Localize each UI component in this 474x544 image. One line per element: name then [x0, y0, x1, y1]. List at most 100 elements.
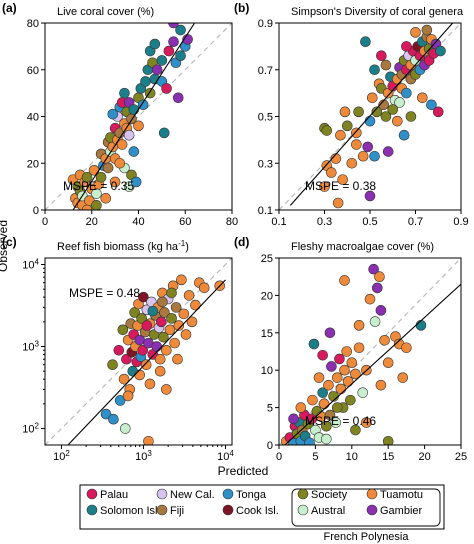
data-point — [109, 176, 121, 188]
x-tick-label: 60 — [179, 216, 191, 228]
panel-title: Reef fish biomass (kg ha-1) — [57, 239, 189, 254]
data-point — [380, 59, 392, 71]
plot-frame — [278, 257, 462, 446]
data-point — [156, 316, 167, 328]
data-point — [426, 99, 437, 111]
data-point — [335, 383, 347, 395]
data-point — [107, 359, 118, 371]
legend-swatch — [156, 488, 168, 500]
legend-label: Fiji — [170, 505, 184, 517]
legend-label: Cook Isl. — [236, 505, 279, 517]
data-point — [116, 139, 128, 150]
data-point — [380, 111, 392, 122]
data-point — [161, 83, 172, 94]
x-tick-label: 25 — [455, 451, 467, 463]
data-point — [119, 87, 130, 99]
figure-ylabel: Observed — [0, 220, 10, 272]
fit-line — [289, 23, 454, 206]
data-point — [369, 316, 381, 327]
data-point — [107, 108, 119, 120]
data-point — [133, 120, 144, 132]
data-point — [140, 76, 151, 87]
data-point — [382, 357, 394, 369]
panel-letter: (a) — [2, 1, 17, 15]
data-point — [180, 329, 192, 340]
panel-letter: (b) — [234, 1, 249, 15]
data-point — [323, 379, 334, 391]
data-point — [332, 197, 344, 209]
data-point — [375, 305, 387, 316]
x-tick-label: 20 — [86, 216, 98, 228]
data-point — [324, 327, 336, 339]
y-tick-label: 0.9 — [258, 18, 273, 30]
x-tick-label: 102 — [53, 449, 70, 464]
plot-frame — [44, 257, 233, 446]
data-point — [108, 413, 119, 425]
data-point — [136, 313, 147, 324]
data-point — [178, 308, 190, 320]
data-point — [339, 364, 350, 376]
data-point — [140, 359, 152, 371]
y-tick-label: 0 — [267, 440, 273, 452]
data-point — [346, 357, 358, 369]
data-point — [81, 171, 93, 183]
data-point — [360, 36, 371, 48]
y-tick-label: 20 — [27, 158, 39, 170]
legend-label: Tuamotu — [380, 489, 423, 501]
data-point — [307, 394, 318, 406]
legend-group-frame — [291, 488, 441, 527]
data-point — [81, 204, 93, 210]
legend-swatch — [222, 504, 234, 516]
y-tick-label: 104 — [22, 257, 39, 272]
legend-item: Solomon Isl. — [86, 504, 161, 517]
x-tick-label: 0 — [276, 451, 282, 463]
data-point — [339, 106, 351, 118]
legend-item: Gambier — [366, 504, 423, 517]
data-point — [369, 64, 380, 76]
legend-label: New Cal. — [170, 489, 215, 501]
data-point — [318, 398, 330, 410]
data-point — [324, 409, 336, 421]
points — [100, 274, 226, 445]
data-point — [353, 320, 365, 331]
data-point — [361, 417, 372, 428]
data-point — [144, 378, 156, 390]
fit-line — [67, 279, 226, 445]
data-point — [159, 307, 170, 318]
data-point — [198, 282, 210, 294]
data-point — [137, 99, 149, 111]
panel-2: (c) Reef fish biomass (kg ha-1) 102 103 104 1… — [2, 235, 234, 463]
figure-xlabel: Predicted — [218, 464, 269, 478]
panel-letter: (c) — [2, 235, 17, 249]
data-point — [134, 369, 146, 381]
data-point — [331, 372, 343, 383]
x-tick-label: 80 — [226, 216, 238, 228]
data-point — [163, 45, 175, 57]
data-point — [337, 174, 349, 185]
legend-label: Tonga — [236, 489, 267, 501]
data-point — [364, 293, 376, 305]
points — [67, 23, 193, 210]
data-point — [368, 263, 379, 275]
data-point — [130, 176, 142, 188]
data-point — [172, 92, 184, 104]
data-point — [304, 437, 315, 445]
legend-item: Austral — [297, 504, 345, 517]
data-point — [382, 146, 394, 157]
mspe-annotation: MSPE = 0.35 — [63, 179, 134, 193]
y-tick-label: 5 — [267, 403, 273, 415]
x-tick-label: 103 — [135, 449, 152, 464]
data-point — [369, 150, 380, 162]
legend-item: Tonga — [222, 488, 267, 501]
legend-swatch — [366, 488, 378, 500]
data-point — [351, 139, 362, 150]
data-point — [313, 372, 325, 383]
data-point — [183, 290, 195, 301]
y-tick-label: 0.5 — [258, 112, 273, 124]
data-point — [172, 353, 183, 365]
panel-0: (a) Live coral cover (%) 0 20 40 60 80 0 20 40 60 8… — [2, 1, 238, 228]
data-point — [175, 50, 186, 62]
data-point — [100, 408, 112, 420]
data-point — [128, 146, 140, 157]
data-point — [379, 334, 390, 346]
